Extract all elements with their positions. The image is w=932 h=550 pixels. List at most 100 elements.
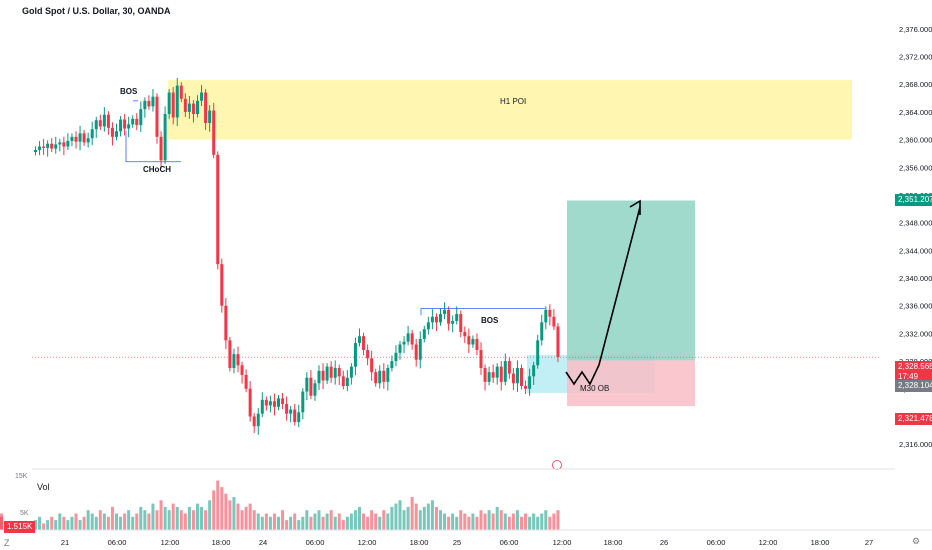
volume-bar — [532, 513, 536, 530]
candle — [147, 100, 151, 107]
candle — [106, 114, 110, 128]
candle — [394, 352, 398, 362]
volume-bar — [499, 510, 503, 530]
volume-bar — [317, 510, 321, 530]
volume-bar — [0, 513, 3, 530]
volume-bar — [329, 510, 333, 530]
volume-bar — [54, 520, 58, 530]
volume-bar — [272, 513, 276, 530]
candle — [216, 154, 220, 265]
volume-bar — [82, 516, 86, 530]
x-tick-label: 06:00 — [306, 538, 325, 547]
volume-bars: 15K 5K — [0, 473, 560, 530]
volume-bar — [552, 513, 556, 530]
candle — [268, 401, 272, 406]
y-tick-label: 2,316.000 — [899, 440, 932, 449]
candle — [475, 338, 479, 351]
x-tick-label: 06:00 — [707, 538, 726, 547]
candle — [353, 343, 357, 367]
candle — [151, 96, 155, 107]
volume-bar — [394, 503, 398, 530]
timezone-icon[interactable]: Z — [4, 538, 10, 548]
x-tick-label: 27 — [865, 538, 873, 547]
volume-bar — [62, 516, 66, 530]
volume-bar — [74, 513, 78, 530]
volume-bar — [487, 510, 491, 530]
candle — [90, 129, 94, 139]
candle — [495, 366, 499, 378]
volume-bar — [285, 520, 289, 530]
candle — [548, 309, 552, 317]
candle — [552, 316, 556, 327]
target-price-badge: 2,351.207 — [895, 194, 932, 206]
current-price-value: 2,328.565 — [898, 362, 932, 371]
candle — [143, 100, 147, 110]
candle — [443, 309, 447, 315]
volume-bar — [463, 513, 467, 530]
candle — [175, 85, 179, 118]
volume-bar — [556, 510, 560, 530]
volume-bar — [414, 503, 418, 530]
candle — [191, 103, 195, 114]
volume-bar — [115, 513, 118, 530]
drawings: BOS CHoCH BOS H1 POI M30 OB — [0, 87, 932, 531]
candle — [240, 365, 244, 375]
volume-bar — [309, 516, 313, 530]
candle — [410, 333, 414, 345]
volume-bar — [507, 516, 511, 530]
volume-bar — [362, 513, 366, 530]
volume-bar — [370, 510, 374, 530]
candle — [94, 120, 98, 130]
volume-bar — [503, 513, 507, 530]
volume-bar — [86, 510, 90, 530]
candle — [66, 140, 70, 147]
volume-tick: 5K — [20, 510, 29, 517]
volume-bar — [90, 513, 94, 530]
candle — [119, 119, 123, 132]
volume-bar — [196, 503, 199, 530]
bos-mid-line — [420, 308, 545, 316]
volume-bar — [228, 500, 232, 530]
volume-bar — [349, 513, 353, 530]
volume-bar — [430, 500, 434, 530]
volume-bar — [345, 516, 349, 530]
volume-bar — [171, 503, 175, 530]
candle — [362, 336, 366, 351]
settings-gear-icon[interactable]: ⚙ — [912, 536, 921, 546]
volume-bar — [548, 516, 552, 530]
volume-bar — [321, 516, 325, 530]
candle — [406, 333, 410, 342]
target-zone — [567, 200, 695, 361]
y-tick-label: 2,344.000 — [899, 246, 932, 255]
candle — [34, 149, 37, 153]
volume-bar — [483, 513, 487, 530]
candle — [272, 401, 276, 407]
candle — [467, 336, 471, 345]
volume-bar — [471, 513, 475, 530]
volume-bar — [386, 513, 390, 530]
candle — [532, 365, 536, 377]
candle — [390, 361, 394, 369]
volume-bar — [216, 480, 220, 530]
volume-bar — [127, 510, 131, 530]
volume-bar — [155, 510, 159, 530]
candle — [422, 329, 426, 339]
candle — [418, 338, 422, 360]
x-tick-label: 26 — [660, 538, 668, 547]
candle — [374, 372, 378, 384]
y-tick-label: 2,360.000 — [899, 136, 932, 145]
candle — [556, 326, 560, 357]
candle — [78, 133, 82, 142]
y-tick-label: 2,372.000 — [899, 53, 932, 62]
y-tick-label: 2,368.000 — [899, 80, 932, 89]
volume-bar — [212, 490, 216, 530]
candle — [434, 316, 438, 323]
x-tick-label: 18:00 — [212, 538, 231, 547]
candle — [204, 92, 208, 123]
volume-bar — [252, 510, 256, 530]
candle — [135, 118, 139, 126]
candle — [317, 370, 321, 384]
volume-bar — [167, 510, 171, 530]
volume-bar — [333, 516, 337, 530]
